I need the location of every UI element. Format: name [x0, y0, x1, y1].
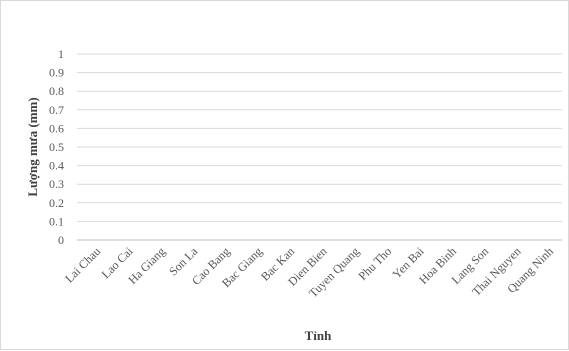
x-tick-label: Lai Chau	[62, 244, 103, 285]
y-tick-label: 0	[58, 233, 64, 247]
y-tick-label: 0.6	[49, 121, 64, 135]
y-tick-label: 0.4	[49, 159, 64, 173]
y-axis-title: Lượng mưa (mm)	[25, 97, 40, 196]
y-tick-label: 0.7	[49, 103, 64, 117]
gridlines	[77, 53, 562, 241]
y-tick-label: 0.1	[49, 214, 64, 228]
y-tick-label: 1	[58, 47, 64, 61]
y-tick-label: 0.5	[49, 140, 64, 154]
y-tick-labels: 0 0.1 0.2 0.3 0.4 0.5 0.6 0.7 0.8 0.9 1	[49, 47, 64, 247]
y-tick-label: 0.9	[49, 66, 64, 80]
x-tick-label: Phu Tho	[356, 244, 395, 283]
y-tick-label: 0.8	[49, 84, 64, 98]
y-tick-label: 0.2	[49, 196, 64, 210]
x-axis-title: Tỉnh	[305, 328, 333, 343]
y-tick-label: 0.3	[49, 177, 64, 191]
